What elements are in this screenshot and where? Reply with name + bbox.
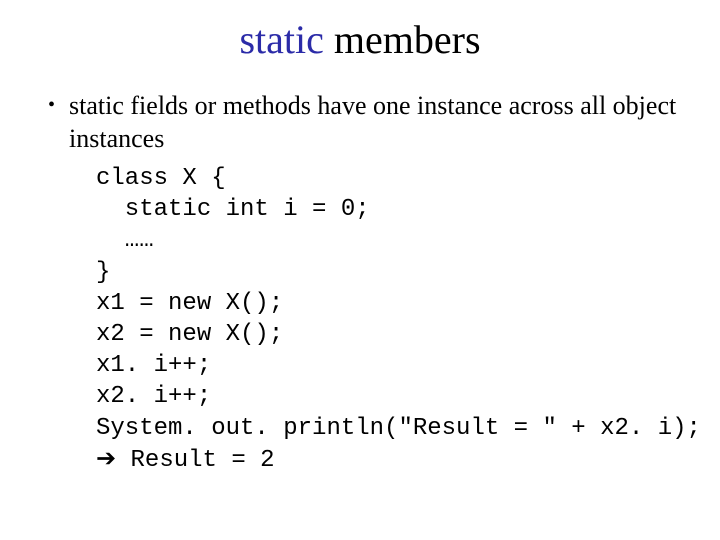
code-line-1: static int i = 0;	[96, 196, 370, 223]
title-keyword: static	[239, 17, 323, 62]
code-line-9: Result = 2	[116, 447, 274, 474]
code-line-4: x1 = new X();	[96, 290, 283, 317]
slide-title: static members	[0, 18, 720, 62]
bullet-text: static fields or methods have one instan…	[69, 90, 680, 155]
bullet-rest: fields or methods have one instance acro…	[69, 91, 676, 153]
bullet-marker: •	[48, 90, 55, 120]
code-line-6: x1. i++;	[96, 352, 211, 379]
code-line-7: x2. i++;	[96, 383, 211, 410]
code-block: class X { static int i = 0; …… } x1 = ne…	[0, 163, 720, 476]
title-rest: members	[324, 17, 481, 62]
code-line-2: ……	[96, 227, 154, 254]
code-line-3: }	[96, 259, 110, 286]
slide: static members • static fields or method…	[0, 0, 720, 540]
bullet-keyword: static	[69, 91, 124, 120]
code-line-0: class X {	[96, 165, 226, 192]
arrow-icon: ➔	[96, 446, 116, 472]
code-line-8: System. out. println("Result = " + x2. i…	[96, 415, 701, 442]
code-line-5: x2 = new X();	[96, 321, 283, 348]
bullet-list: • static fields or methods have one inst…	[0, 90, 720, 155]
bullet-item: • static fields or methods have one inst…	[48, 90, 680, 155]
